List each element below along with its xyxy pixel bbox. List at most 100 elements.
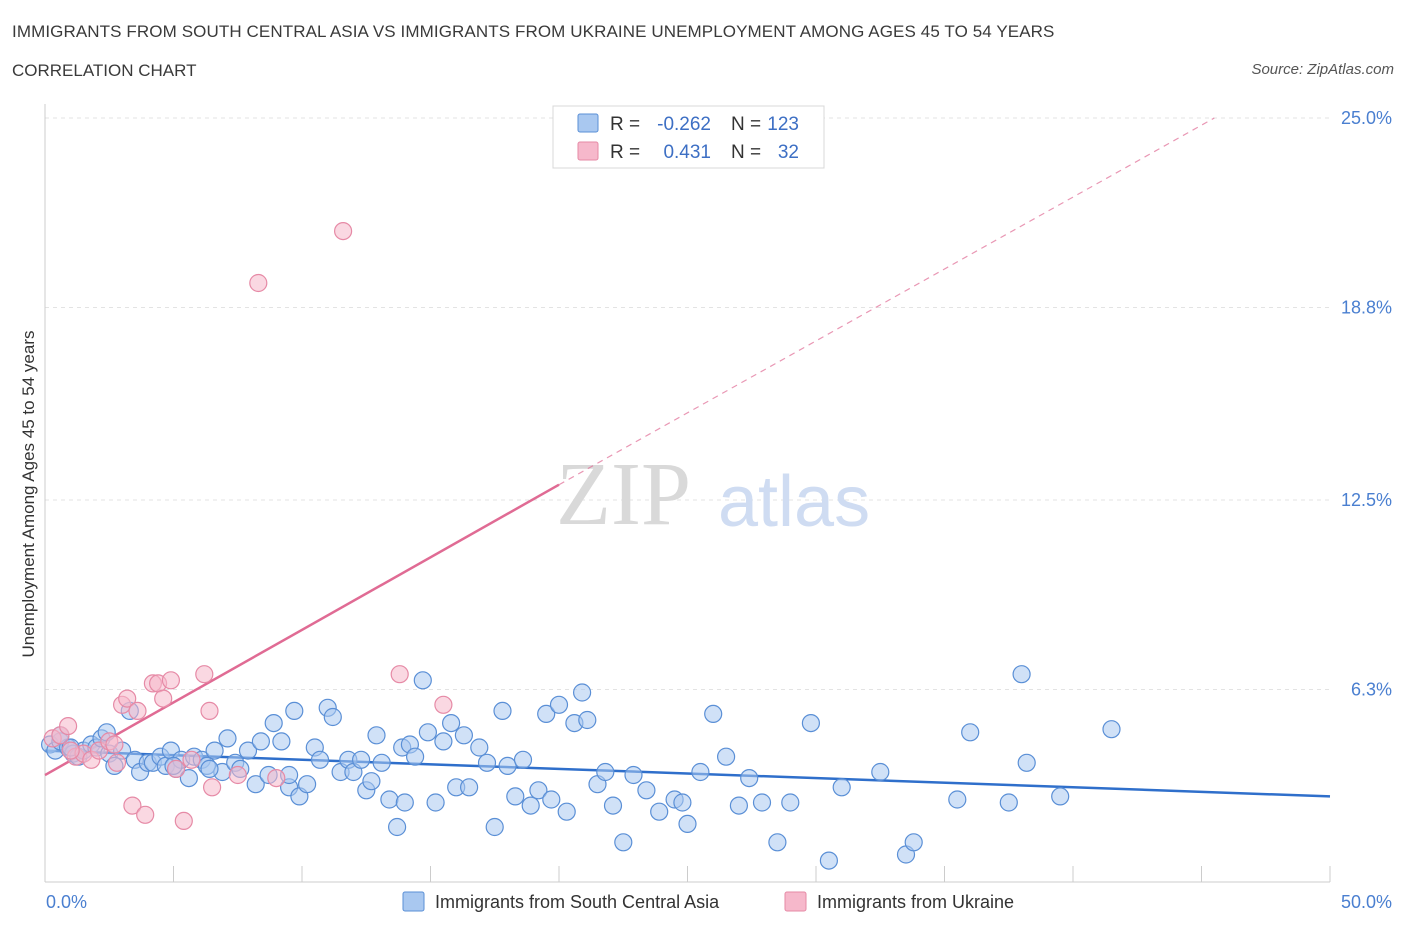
- point-blue-73: [513, 750, 533, 769]
- point-blue-34: [251, 732, 270, 751]
- point-pink-17: [161, 671, 180, 690]
- trend-lines: [44, 117, 1331, 798]
- watermark-atlas: atlas: [718, 462, 870, 542]
- point-blue-63: [442, 713, 461, 733]
- point-pink-19: [174, 811, 193, 831]
- point-blue-66: [460, 778, 479, 797]
- point-blue-49: [352, 750, 371, 769]
- point-pink-18: [167, 759, 186, 779]
- point-blue-61: [426, 793, 445, 812]
- point-blue-37: [272, 732, 291, 751]
- point-blue-100: [801, 713, 821, 733]
- point-blue-82: [578, 710, 597, 730]
- point-blue-43: [310, 750, 330, 769]
- point-blue-99: [781, 793, 800, 812]
- point-pink-8: [107, 753, 127, 772]
- axes: [44, 104, 1331, 883]
- legend-r-value-2: 0.431: [663, 142, 711, 163]
- y-tick-label-1: 12.5%: [1341, 490, 1392, 510]
- point-blue-112: [1102, 720, 1121, 739]
- point-pink-28: [390, 665, 409, 684]
- legend-n-value-2: 32: [778, 142, 799, 163]
- bottom-legend: Immigrants from South Central Asia Immig…: [402, 891, 1014, 912]
- point-blue-76: [537, 704, 556, 724]
- point-blue-111: [1051, 787, 1070, 806]
- point-blue-62: [434, 732, 453, 751]
- point-blue-33: [246, 775, 265, 794]
- bottom-legend-swatch-blue: [402, 891, 425, 912]
- bottom-legend-label-2: Immigrants from Ukraine: [817, 892, 1014, 912]
- point-pink-31: [61, 741, 80, 760]
- legend-r-label-1: R =: [610, 114, 640, 135]
- point-pink-25: [249, 273, 268, 293]
- point-pink-27: [334, 222, 353, 241]
- point-blue-108: [999, 793, 1018, 812]
- legend-n-value-1: 123: [767, 114, 799, 135]
- point-blue-86: [614, 833, 633, 852]
- point-blue-68: [477, 753, 497, 772]
- legend-swatch-blue: [577, 113, 599, 133]
- point-blue-96: [740, 768, 759, 788]
- point-blue-54: [380, 790, 399, 809]
- legend-n-label-1: N =: [731, 114, 761, 135]
- point-pink-13: [136, 805, 155, 824]
- point-blue-84: [596, 762, 615, 782]
- point-blue-88: [637, 781, 656, 800]
- point-blue-32: [238, 741, 258, 760]
- legend-swatch-pink: [577, 141, 599, 161]
- point-blue-23: [179, 768, 198, 788]
- point-blue-29: [218, 729, 237, 748]
- point-blue-79: [557, 802, 576, 821]
- point-blue-39: [285, 701, 304, 721]
- point-blue-105: [904, 833, 923, 852]
- point-blue-106: [948, 790, 967, 809]
- point-blue-87: [624, 765, 643, 785]
- point-pink-23: [203, 778, 222, 797]
- point-pink-30: [105, 735, 124, 754]
- point-blue-70: [493, 701, 512, 721]
- point-blue-95: [729, 796, 749, 815]
- point-blue-119: [395, 793, 414, 812]
- point-blue-75: [529, 781, 548, 800]
- point-blue-91: [678, 814, 697, 834]
- x-tick-label-1: 50.0%: [1341, 892, 1392, 912]
- point-blue-77: [542, 790, 561, 809]
- point-blue-58: [406, 747, 425, 766]
- y-axis-label: Unemployment Among Ages 45 to 54 years: [19, 331, 38, 658]
- point-blue-71: [498, 756, 517, 776]
- point-pink-21: [195, 665, 214, 684]
- point-blue-60: [418, 723, 437, 742]
- chart-title: IMMIGRANTS FROM SOUTH CENTRAL ASIA VS IM…: [12, 22, 1055, 41]
- y-tick-labels: 6.3% 12.5% 18.8% 25.0%: [1341, 108, 1392, 699]
- point-blue-69: [485, 817, 504, 837]
- point-pink-24: [228, 765, 247, 785]
- point-blue-93: [704, 704, 723, 724]
- point-blue-41: [298, 775, 317, 794]
- y-tick-label-0: 6.3%: [1351, 679, 1392, 699]
- point-blue-120: [673, 793, 692, 812]
- point-blue-53: [372, 753, 391, 772]
- point-blue-65: [454, 726, 473, 745]
- legend-n-label-2: N =: [731, 142, 761, 163]
- source-credit: Source: ZipAtlas.com: [1251, 61, 1394, 78]
- point-blue-107: [961, 723, 980, 742]
- point-blue-72: [506, 787, 525, 806]
- point-blue-55: [388, 817, 407, 837]
- trend-line-blue: [44, 749, 1331, 798]
- grid-lines: [45, 117, 1330, 690]
- point-blue-81: [572, 683, 592, 702]
- point-blue-78: [549, 695, 569, 714]
- legend-r-label-2: R =: [610, 142, 640, 163]
- point-pink-20: [182, 750, 201, 769]
- data-points: [40, 222, 1121, 870]
- point-blue-94: [716, 747, 736, 766]
- point-blue-59: [413, 671, 432, 690]
- point-blue-102: [832, 778, 851, 797]
- point-pink-16: [154, 689, 173, 708]
- bottom-legend-swatch-pink: [784, 891, 807, 912]
- trend-line-pink-extension: [558, 117, 1215, 486]
- point-blue-36: [264, 713, 283, 733]
- point-blue-101: [819, 851, 839, 870]
- point-pink-12: [128, 701, 147, 721]
